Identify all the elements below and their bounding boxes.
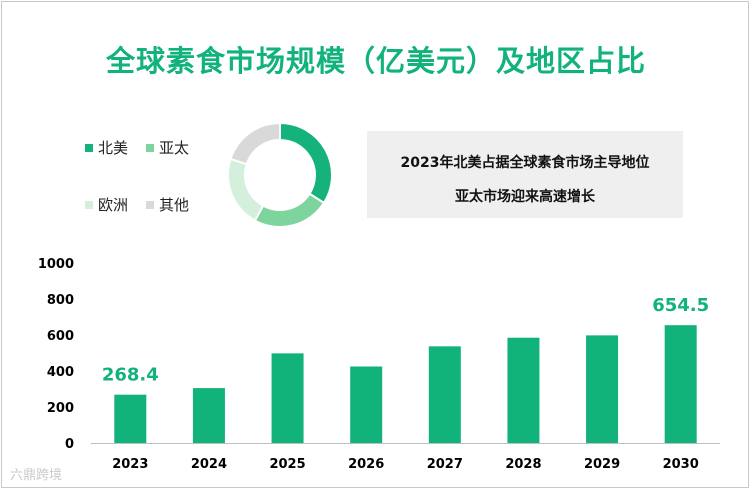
bar xyxy=(271,353,304,443)
donut-slice xyxy=(227,157,265,222)
legend-item-asia-pacific: 亚太 xyxy=(146,137,189,158)
x-tick-label: 2023 xyxy=(112,457,148,472)
y-tick-label: 800 xyxy=(47,293,74,308)
bar xyxy=(507,337,540,443)
legend-label: 北美 xyxy=(98,139,129,157)
donut-slice xyxy=(279,121,333,205)
legend-swatch-north-america xyxy=(85,143,93,152)
x-tick-label: 2030 xyxy=(663,457,699,472)
callout-line-2: 亚太市场迎来高速增长 xyxy=(455,189,595,205)
y-tick-label: 200 xyxy=(47,401,74,416)
legend-label: 欧洲 xyxy=(98,196,129,214)
bar xyxy=(586,335,619,443)
data-label: 268.4 xyxy=(102,365,159,386)
legend-item-other: 其他 xyxy=(146,194,189,215)
y-tick-label: 1000 xyxy=(38,257,74,272)
x-tick-label: 2025 xyxy=(269,457,305,472)
legend-label: 亚太 xyxy=(159,139,190,157)
x-tick-label: 2026 xyxy=(348,457,384,472)
bar xyxy=(664,325,697,443)
x-tick-label: 2028 xyxy=(505,457,541,472)
bar xyxy=(192,388,225,443)
legend-item-north-america: 北美 xyxy=(85,137,128,158)
y-tick-label: 400 xyxy=(47,365,74,380)
legend-item-europe: 欧洲 xyxy=(85,194,128,215)
chart-title: 全球素食市场规模（亿美元）及地区占比 xyxy=(105,44,646,78)
legend-swatch-europe xyxy=(85,200,93,209)
bar xyxy=(428,346,461,443)
legend-label: 其他 xyxy=(159,196,190,214)
legend-swatch-asia-pacific xyxy=(146,143,154,152)
callout-box: 2023年北美占据全球素食市场主导地位 亚太市场迎来高速增长 xyxy=(367,131,683,218)
legend-swatch-other xyxy=(146,200,154,209)
y-tick-label: 0 xyxy=(65,437,74,452)
bar xyxy=(350,366,383,443)
donut-slice xyxy=(229,121,281,166)
watermark: 六鼎跨境 xyxy=(10,468,63,483)
data-label: 654.5 xyxy=(652,295,709,316)
x-tick-label: 2029 xyxy=(584,457,620,472)
callout-line-1: 2023年北美占据全球素食市场主导地位 xyxy=(400,155,650,171)
x-tick-label: 2024 xyxy=(191,457,227,472)
bar xyxy=(114,394,147,443)
y-tick-label: 600 xyxy=(47,329,74,344)
x-tick-label: 2027 xyxy=(427,457,463,472)
donut-slice xyxy=(253,192,326,228)
